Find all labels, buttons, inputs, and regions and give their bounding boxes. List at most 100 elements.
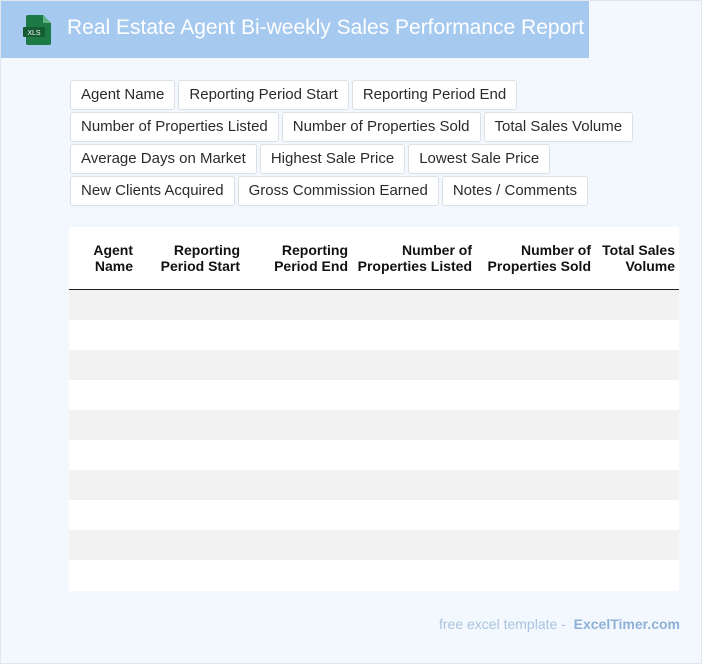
table-cell[interactable] [69, 469, 137, 500]
column-header: Agent Name [69, 227, 137, 290]
page-title: Real Estate Agent Bi-weekly Sales Perfor… [67, 16, 585, 39]
field-tag: New Clients Acquired [70, 176, 235, 206]
table-cell[interactable] [476, 529, 595, 560]
table-row [69, 499, 679, 530]
field-tag: Number of Properties Listed [70, 112, 279, 142]
table-cell[interactable] [244, 409, 352, 440]
table-row [69, 469, 679, 500]
table-cell[interactable] [595, 499, 679, 530]
field-tag-row: New Clients Acquired Gross Commission Ear… [70, 176, 670, 206]
field-tag: Lowest Sale Price [408, 144, 551, 174]
column-header: Total Sales Volume [595, 227, 679, 290]
field-tag-row: Average Days on Market Highest Sale Price… [70, 144, 670, 174]
table-cell[interactable] [595, 319, 679, 350]
table-cell[interactable] [69, 289, 137, 320]
field-tag: Average Days on Market [70, 144, 257, 174]
table-cell[interactable] [69, 529, 137, 560]
table-cell[interactable] [69, 499, 137, 530]
table-cell[interactable] [244, 379, 352, 410]
field-tag-row: Number of Properties Listed Number of Pro… [70, 112, 670, 142]
table-row [69, 349, 679, 380]
table-cell[interactable] [476, 349, 595, 380]
table-cell[interactable] [352, 439, 476, 470]
table-cell[interactable] [595, 409, 679, 440]
field-tag: Gross Commission Earned [237, 176, 439, 206]
table-cell[interactable] [244, 499, 352, 530]
table-cell[interactable] [595, 529, 679, 560]
title-banner: XLS Real Estate Agent Bi-weekly Sales Pe… [1, 1, 589, 58]
table-cell[interactable] [352, 379, 476, 410]
table-cell[interactable] [595, 379, 679, 410]
table-cell[interactable] [352, 409, 476, 440]
table-row [69, 379, 679, 410]
table-cell[interactable] [69, 409, 137, 440]
table-cell[interactable] [137, 559, 244, 590]
table-cell[interactable] [244, 529, 352, 560]
table-row [69, 439, 679, 470]
table-cell[interactable] [69, 559, 137, 590]
table-row [69, 559, 679, 590]
table-cell[interactable] [137, 499, 244, 530]
field-tag-list: Agent Name Reporting Period Start Reportin… [70, 80, 670, 208]
footer-prefix: free excel template - [439, 616, 566, 632]
table-cell[interactable] [352, 559, 476, 590]
footer-credit: free excel template - ExcelTimer.com [439, 616, 680, 632]
table-header-row: Agent Name Reporting Period Start Reportin… [69, 227, 679, 290]
table-cell[interactable] [595, 289, 679, 320]
column-header: Reporting Period Start [137, 227, 244, 290]
table-cell[interactable] [137, 349, 244, 380]
table-cell[interactable] [244, 349, 352, 380]
report-table: Agent Name Reporting Period Start Reportin… [69, 227, 679, 591]
table-cell[interactable] [137, 289, 244, 320]
table-cell[interactable] [137, 439, 244, 470]
table-cell[interactable] [352, 319, 476, 350]
table-cell[interactable] [244, 469, 352, 500]
field-tag: Highest Sale Price [259, 144, 406, 174]
table-cell[interactable] [595, 439, 679, 470]
table-cell[interactable] [137, 409, 244, 440]
table-cell[interactable] [244, 289, 352, 320]
table-cell[interactable] [595, 349, 679, 380]
table-row [69, 319, 679, 350]
table-cell[interactable] [476, 379, 595, 410]
table-cell[interactable] [595, 559, 679, 590]
table-cell[interactable] [137, 319, 244, 350]
table-cell[interactable] [244, 439, 352, 470]
column-header: Number of Properties Listed [352, 227, 476, 290]
column-header: Reporting Period End [244, 227, 352, 290]
table-cell[interactable] [69, 349, 137, 380]
table-cell[interactable] [476, 319, 595, 350]
table-cell[interactable] [137, 529, 244, 560]
table-cell[interactable] [137, 469, 244, 500]
table-row [69, 289, 679, 320]
table-cell[interactable] [137, 379, 244, 410]
table-cell[interactable] [476, 469, 595, 500]
table-cell[interactable] [69, 379, 137, 410]
table-cell[interactable] [352, 529, 476, 560]
table-cell[interactable] [244, 559, 352, 590]
svg-text:XLS: XLS [27, 30, 41, 37]
field-tag: Reporting Period Start [178, 80, 349, 110]
field-tag: Notes / Comments [441, 176, 589, 206]
table-cell[interactable] [244, 319, 352, 350]
column-header: Number of Properties Sold [476, 227, 595, 290]
table-cell[interactable] [595, 469, 679, 500]
table-cell[interactable] [476, 439, 595, 470]
table-cell[interactable] [352, 499, 476, 530]
table-cell[interactable] [476, 289, 595, 320]
table-cell[interactable] [69, 319, 137, 350]
table-row [69, 409, 679, 440]
table-cell[interactable] [352, 469, 476, 500]
footer-brand-link[interactable]: ExcelTimer.com [573, 616, 680, 632]
field-tag: Number of Properties Sold [281, 112, 481, 142]
table-cell[interactable] [352, 349, 476, 380]
table-cell[interactable] [476, 559, 595, 590]
table-cell[interactable] [476, 409, 595, 440]
table-row [69, 529, 679, 560]
table-cell[interactable] [352, 289, 476, 320]
table-cell[interactable] [476, 499, 595, 530]
field-tag: Total Sales Volume [483, 112, 634, 142]
table-cell[interactable] [69, 439, 137, 470]
field-tag-row: Agent Name Reporting Period Start Reportin… [70, 80, 670, 110]
